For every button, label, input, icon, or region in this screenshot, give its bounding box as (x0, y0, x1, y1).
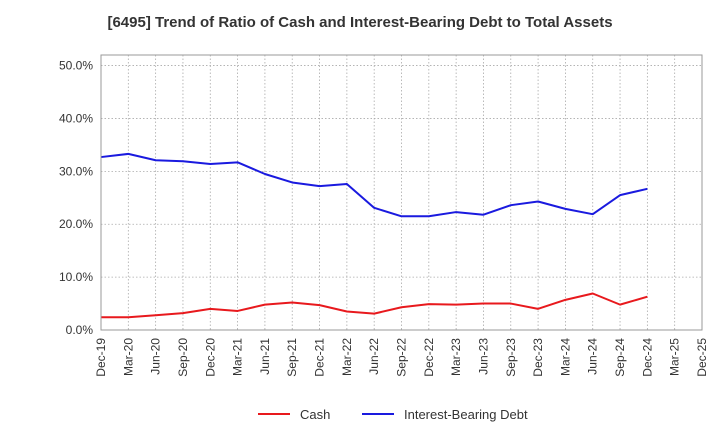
plot-border (100, 54, 703, 331)
x-tick-label: Dec-23 (531, 338, 545, 377)
x-tick-label: Mar-22 (340, 338, 354, 376)
x-tick-label: Mar-25 (668, 338, 682, 376)
y-tick-label: 20.0% (59, 217, 93, 231)
series-line-interest-bearing-debt (100, 152, 648, 218)
x-tick-label: Mar-24 (558, 338, 572, 376)
x-tick-label: Dec-25 (695, 338, 709, 377)
x-tick-label: Sep-23 (504, 338, 518, 377)
x-tick-label: Sep-21 (285, 338, 299, 377)
legend-label-cash: Cash (300, 407, 330, 422)
series-line-cash (101, 292, 648, 319)
x-tick-label: Mar-21 (231, 338, 245, 376)
grid (101, 55, 702, 331)
chart-title: [6495] Trend of Ratio of Cash and Intere… (107, 14, 613, 31)
x-tick-label: Dec-21 (313, 338, 327, 377)
x-tick-label: Jun-20 (149, 338, 163, 375)
y-tick-label: 40.0% (59, 111, 93, 125)
y-axis-ticks: 0.0% 10.0% 20.0% 30.0% 40.0% 50.0% (59, 59, 93, 337)
x-tick-label: Dec-19 (94, 338, 108, 377)
x-tick-label: Jun-21 (258, 338, 272, 375)
x-tick-label: Sep-24 (613, 338, 627, 377)
x-tick-label: Dec-22 (422, 338, 436, 377)
x-tick-label: Dec-24 (640, 338, 654, 377)
y-tick-label: 10.0% (59, 270, 93, 284)
series-lines (100, 152, 648, 319)
y-tick-label: 50.0% (59, 59, 93, 73)
x-tick-label: Jun-22 (367, 338, 381, 375)
x-tick-label: Jun-23 (476, 338, 490, 375)
x-tick-label: Mar-20 (121, 338, 135, 376)
y-tick-label: 0.0% (66, 323, 94, 337)
x-axis-ticks: Dec-19 Mar-20 Jun-20 Sep-20 Dec-20 Mar-21 Jun-… (94, 338, 709, 377)
x-tick-label: Sep-22 (395, 338, 409, 377)
y-tick-label: 30.0% (59, 164, 93, 178)
x-tick-label: Jun-24 (586, 338, 600, 375)
legend-label-debt: Interest-Bearing Debt (404, 407, 528, 422)
x-tick-label: Dec-20 (203, 338, 217, 377)
x-tick-label: Sep-20 (176, 338, 190, 377)
x-tick-label: Mar-23 (449, 338, 463, 376)
legend: Cash Interest-Bearing Debt (258, 407, 528, 422)
